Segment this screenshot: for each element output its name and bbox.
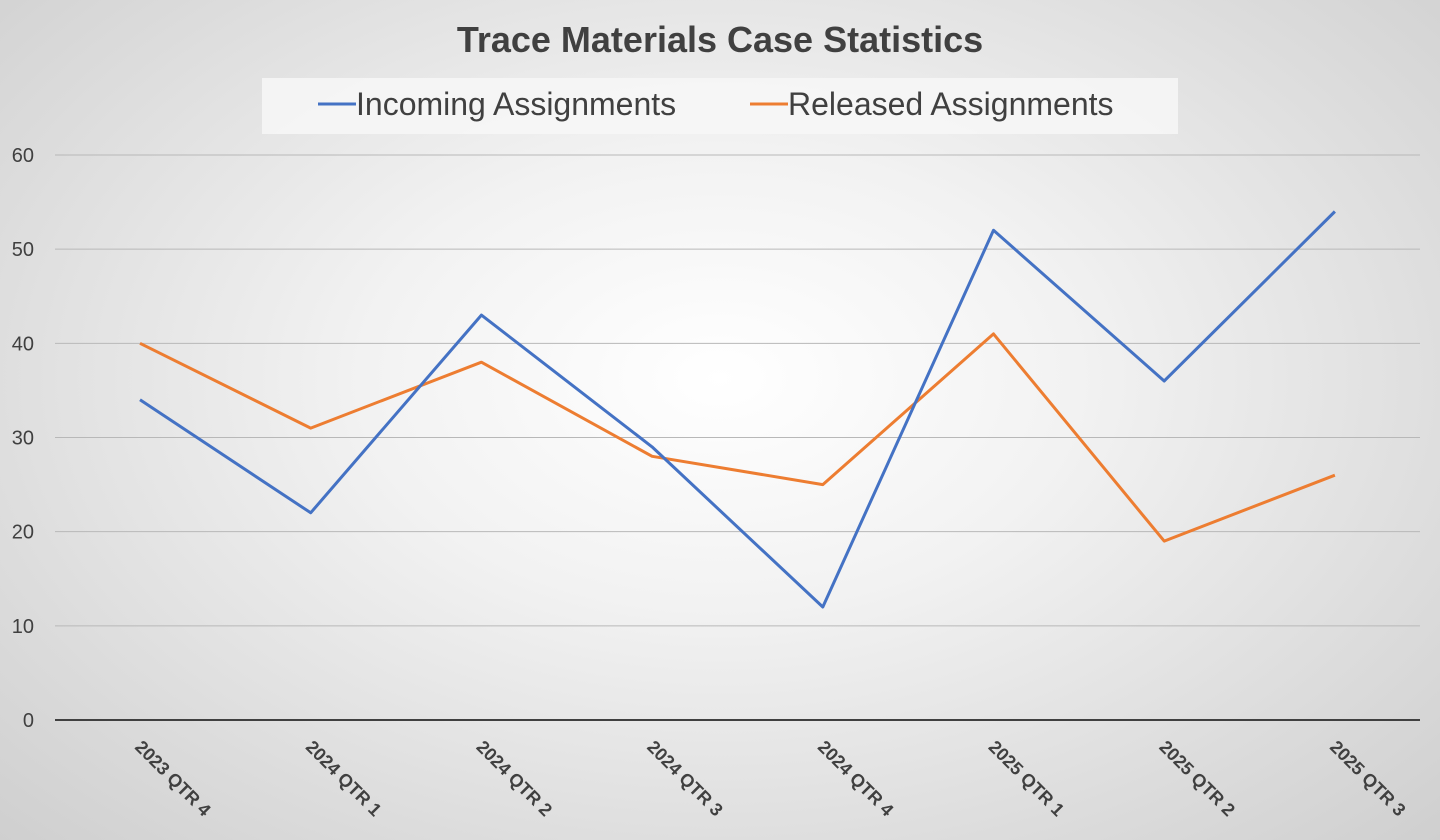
y-tick-label: 20	[12, 522, 34, 544]
x-tick-label: 2024 QTR 3	[643, 737, 726, 820]
legend-background	[262, 78, 1178, 134]
series-line-released	[139, 332, 1336, 543]
legend-label-incoming: Incoming Assignments	[356, 86, 676, 122]
x-tick-label: 2024 QTR 2	[473, 737, 556, 820]
legend: Incoming Assignments Released Assignment…	[318, 86, 1114, 122]
x-axis-ticks: 2023 QTR 4 2024 QTR 1 2024 QTR 2 2024 QTR 3…	[131, 737, 1409, 820]
y-tick-label: 30	[12, 428, 34, 450]
y-tick-label: 50	[12, 239, 34, 261]
series-line-incoming	[139, 210, 1336, 609]
y-tick-label: 0	[23, 710, 34, 732]
x-tick-label: 2023 QTR 4	[131, 737, 214, 820]
x-tick-label: 2024 QTR 1	[302, 737, 385, 820]
y-tick-label: 10	[12, 616, 34, 638]
x-tick-label: 2025 QTR 2	[1155, 737, 1238, 820]
y-axis-ticks: 0 10 20 30 40 50 60	[12, 145, 34, 732]
x-tick-label: 2025 QTR 1	[985, 737, 1068, 820]
legend-label-released: Released Assignments	[788, 86, 1114, 122]
x-tick-label: 2024 QTR 4	[814, 737, 897, 820]
chart-title: Trace Materials Case Statistics	[457, 19, 983, 60]
series-lines	[139, 210, 1336, 609]
gridlines	[55, 154, 1420, 721]
y-tick-label: 60	[12, 145, 34, 167]
x-tick-label: 2025 QTR 3	[1326, 737, 1409, 820]
y-tick-label: 40	[12, 333, 34, 355]
